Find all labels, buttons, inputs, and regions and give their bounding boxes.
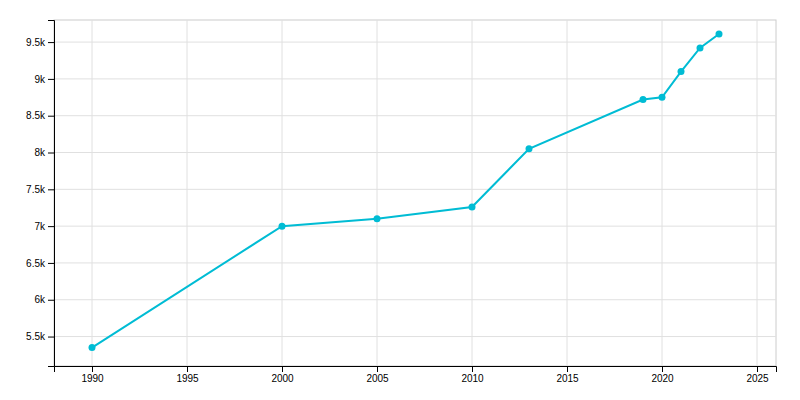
y-grid-line xyxy=(54,262,776,263)
x-grid-line xyxy=(377,20,378,366)
x-tick-label: 2005 xyxy=(366,373,389,384)
x-grid-line xyxy=(282,20,283,366)
x-tick: 2025 xyxy=(746,366,769,384)
y-tick-label: 7.5k xyxy=(26,184,46,195)
x-tick-mark xyxy=(567,366,568,372)
y-tick: 5.5k xyxy=(26,331,54,342)
x-axis: 1990 1995 2000 2005 2010 2015 2020 2025 xyxy=(55,366,777,384)
y-tick: 8k xyxy=(34,147,54,158)
y-tick: 6k xyxy=(34,294,54,305)
x-tick-mark xyxy=(187,366,188,372)
y-tick: 9k xyxy=(34,74,54,85)
x-tick-mark xyxy=(472,366,473,372)
y-tick-mark xyxy=(48,116,54,117)
point xyxy=(678,68,685,75)
y-grid-line xyxy=(54,78,776,79)
x-tick-label: 2010 xyxy=(461,373,484,384)
y-grid-line xyxy=(54,42,776,43)
y-tick: 6.5k xyxy=(26,258,54,269)
x-tick-mark xyxy=(757,366,758,372)
grid xyxy=(54,20,776,366)
y-tick: 7k xyxy=(34,221,54,232)
chart-container: 1990 1995 2000 2005 2010 2015 2020 2025 5.5k 6k 6.… xyxy=(0,0,800,400)
y-tick-mark xyxy=(48,263,54,264)
x-tick: 2010 xyxy=(461,366,484,384)
y-grid-line xyxy=(54,336,776,337)
line xyxy=(92,34,719,348)
y-tick-label: 6.5k xyxy=(26,258,46,269)
point xyxy=(279,223,286,230)
x-tick-label: 2000 xyxy=(271,373,294,384)
x-tick: 1995 xyxy=(176,366,199,384)
x-grid-line xyxy=(567,20,568,366)
x-tick-mark xyxy=(662,366,663,372)
x-tick: 1990 xyxy=(81,366,104,384)
plot-area: 1990 1995 2000 2005 2010 2015 2020 2025 5.5k 6k 6.… xyxy=(26,20,776,384)
x-grid-line xyxy=(662,20,663,366)
x-tick-label: 2015 xyxy=(556,373,579,384)
point xyxy=(659,94,666,101)
x-tick-label: 2020 xyxy=(651,373,674,384)
y-axis: 5.5k 6k 6.5k 7k 7.5k 8k 8.5k 9k 9.5k xyxy=(26,21,54,367)
x-tick-label: 2025 xyxy=(746,373,769,384)
y-tick-mark xyxy=(48,79,54,80)
x-axis-line xyxy=(55,367,777,373)
y-tick-label: 8.5k xyxy=(26,110,46,121)
point xyxy=(640,96,647,103)
y-tick: 9.5k xyxy=(26,37,54,48)
point xyxy=(526,145,533,152)
x-grid-line xyxy=(187,20,188,366)
plot-frame xyxy=(54,20,776,366)
x-tick-mark xyxy=(377,366,378,372)
x-tick: 2005 xyxy=(366,366,389,384)
chart-svg: 1990 1995 2000 2005 2010 2015 2020 2025 5.5k 6k 6.… xyxy=(0,0,800,400)
y-tick-mark xyxy=(48,300,54,301)
y-tick-mark xyxy=(48,42,54,43)
y-axis-line xyxy=(48,21,55,367)
y-tick-mark xyxy=(48,337,54,338)
x-grid-line xyxy=(472,20,473,366)
y-grid-line xyxy=(54,152,776,153)
x-tick-label: 1995 xyxy=(176,373,199,384)
y-tick-label: 5.5k xyxy=(26,331,46,342)
y-tick-mark xyxy=(48,153,54,154)
y-tick: 8.5k xyxy=(26,110,54,121)
y-grid-line xyxy=(54,299,776,300)
point xyxy=(89,344,96,351)
x-tick: 2000 xyxy=(271,366,294,384)
y-tick-label: 8k xyxy=(34,147,46,158)
x-grid-line xyxy=(757,20,758,366)
y-tick-label: 7k xyxy=(34,221,46,232)
y-grid-line xyxy=(54,226,776,227)
x-tick: 2015 xyxy=(556,366,579,384)
y-tick-label: 6k xyxy=(34,294,46,305)
x-tick: 2020 xyxy=(651,366,674,384)
x-grid-line xyxy=(92,20,93,366)
y-grid-line xyxy=(54,189,776,190)
y-tick-mark xyxy=(48,189,54,190)
point xyxy=(469,203,476,210)
marks xyxy=(89,30,723,351)
x-tick-label: 1990 xyxy=(81,373,104,384)
y-tick-label: 9k xyxy=(34,74,46,85)
x-tick-mark xyxy=(92,366,93,372)
point xyxy=(697,44,704,51)
point xyxy=(716,30,723,37)
x-tick-mark xyxy=(282,366,283,372)
point xyxy=(374,215,381,222)
y-grid-line xyxy=(54,115,776,116)
y-tick: 7.5k xyxy=(26,184,54,195)
y-tick-label: 9.5k xyxy=(26,37,46,48)
y-tick-mark xyxy=(48,226,54,227)
